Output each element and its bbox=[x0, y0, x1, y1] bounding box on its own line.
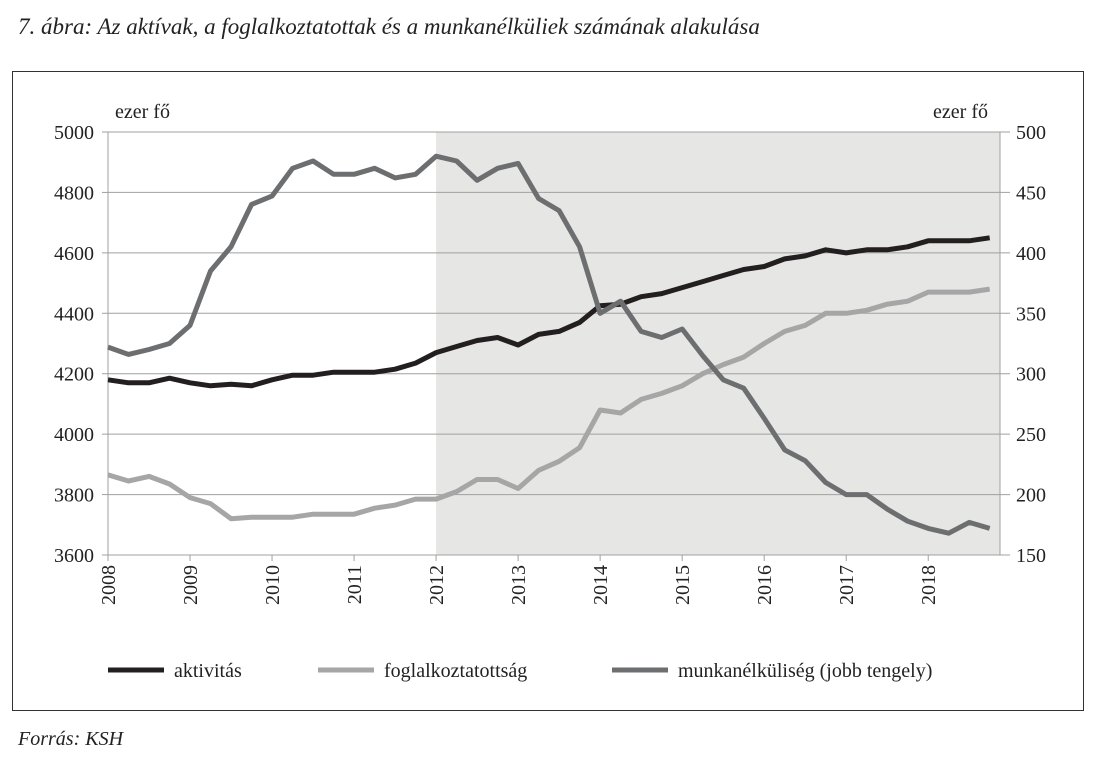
y-tick-label-right: 250 bbox=[1016, 424, 1046, 446]
y-tick-label-left: 4200 bbox=[54, 364, 94, 386]
series-line-2 bbox=[107, 153, 991, 536]
series-line-1 bbox=[107, 286, 991, 522]
y-tick-label-right: 150 bbox=[1016, 545, 1046, 567]
y-tick-label-left: 4400 bbox=[54, 303, 94, 325]
y-tick-label-left: 4600 bbox=[54, 243, 94, 265]
x-tick-label: 2016 bbox=[754, 565, 776, 605]
series-line-0 bbox=[107, 235, 991, 389]
legend-label: munkanélküliség (jobb tengely) bbox=[678, 660, 932, 682]
x-tick-label: 2011 bbox=[344, 565, 366, 604]
chart-frame bbox=[12, 71, 1084, 711]
legend-label: aktivitás bbox=[174, 660, 242, 682]
y-tick-label-right: 200 bbox=[1016, 485, 1046, 507]
x-tick-label: 2012 bbox=[426, 565, 448, 605]
y-tick-label-right: 500 bbox=[1016, 122, 1046, 144]
y-tick-label-right: 350 bbox=[1016, 303, 1046, 325]
x-tick-label: 2017 bbox=[836, 565, 858, 605]
y-tick-label-right: 300 bbox=[1016, 364, 1046, 386]
source-note: Forrás: KSH bbox=[18, 728, 124, 750]
figure-title: 7. ábra: Az aktívak, a foglalkoztatottak… bbox=[18, 14, 760, 39]
y-tick-label-left: 4000 bbox=[54, 424, 94, 446]
x-tick-label: 2014 bbox=[590, 565, 612, 605]
y-tick-label-left: 3600 bbox=[54, 545, 94, 567]
x-tick-label: 2018 bbox=[918, 565, 940, 605]
y-tick-label-left: 3800 bbox=[54, 485, 94, 507]
y-tick-label-right: 450 bbox=[1016, 182, 1046, 204]
x-tick-label: 2013 bbox=[508, 565, 530, 605]
y-tick-label-left: 5000 bbox=[54, 122, 94, 144]
y-tick-label-left: 4800 bbox=[54, 182, 94, 204]
x-tick-label: 2009 bbox=[180, 565, 202, 605]
shaded-region bbox=[436, 132, 1001, 555]
x-tick-label: 2010 bbox=[262, 565, 284, 605]
x-tick-label: 2015 bbox=[672, 565, 694, 605]
legend-label: foglalkoztatottság bbox=[384, 660, 527, 682]
y-axis-label-right: ezer fő bbox=[933, 101, 988, 123]
y-axis-label-left: ezer fő bbox=[115, 101, 170, 123]
x-tick-label: 2008 bbox=[98, 565, 120, 605]
y-tick-label-right: 400 bbox=[1016, 243, 1046, 265]
